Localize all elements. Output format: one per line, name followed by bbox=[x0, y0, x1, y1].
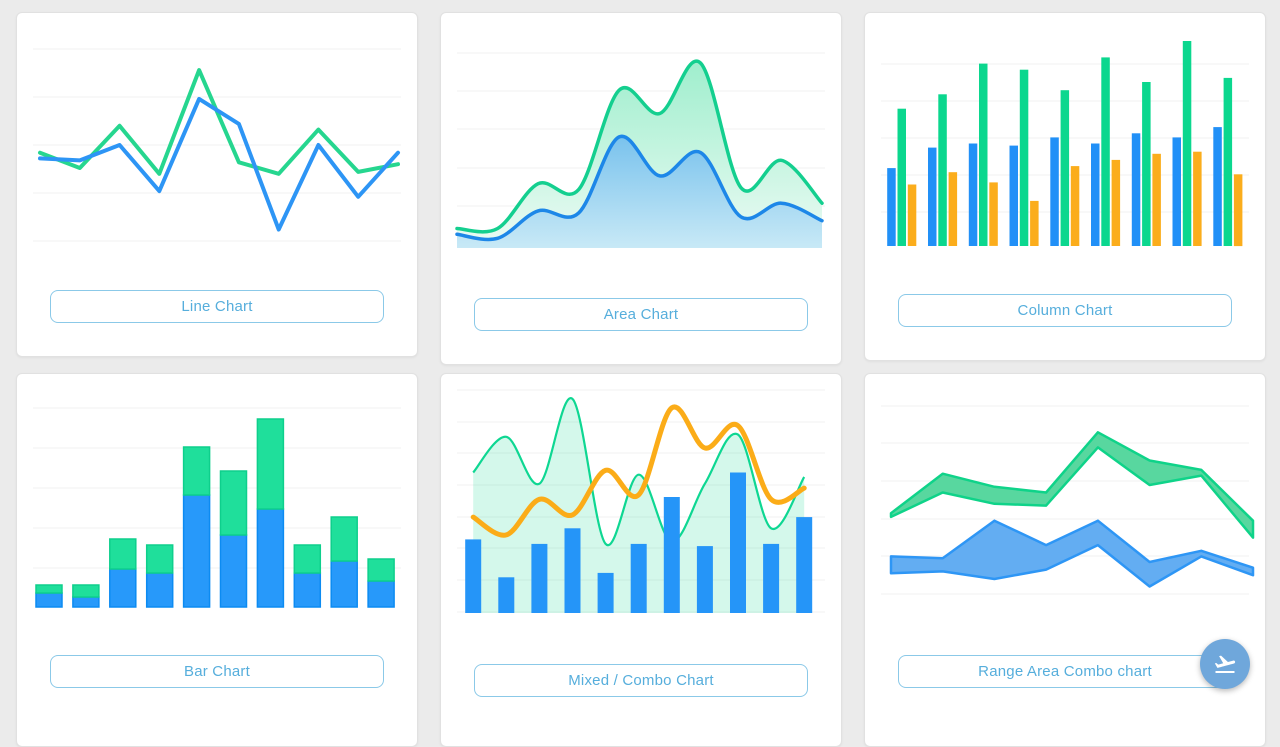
card-mixed-combo-chart: Mixed / Combo Chart bbox=[440, 373, 842, 747]
line-chart-button[interactable]: Line Chart bbox=[50, 290, 384, 323]
mixed-combo-chart-canvas bbox=[457, 389, 825, 613]
card-area-chart: Area Chart bbox=[440, 12, 842, 365]
column-chart-button[interactable]: Column Chart bbox=[898, 294, 1232, 327]
area-chart-canvas bbox=[455, 52, 825, 248]
card-column-chart: Column Chart bbox=[864, 12, 1266, 361]
fab-button[interactable] bbox=[1200, 639, 1250, 689]
card-line-chart: Line Chart bbox=[16, 12, 418, 357]
bar-chart-canvas bbox=[33, 407, 401, 608]
area-chart-button[interactable]: Area Chart bbox=[474, 298, 808, 331]
mixed-combo-chart-button[interactable]: Mixed / Combo Chart bbox=[474, 664, 808, 697]
bar-chart-button[interactable]: Bar Chart bbox=[50, 655, 384, 688]
line-chart-canvas bbox=[33, 48, 401, 242]
range-area-combo-chart-canvas bbox=[881, 405, 1255, 595]
card-range-area-combo-chart: Range Area Combo chart bbox=[864, 373, 1266, 747]
flight-takeoff-icon bbox=[1214, 655, 1236, 673]
range-area-combo-chart-button[interactable]: Range Area Combo chart bbox=[898, 655, 1232, 688]
card-bar-chart: Bar Chart bbox=[16, 373, 418, 747]
column-chart-canvas bbox=[881, 41, 1249, 247]
